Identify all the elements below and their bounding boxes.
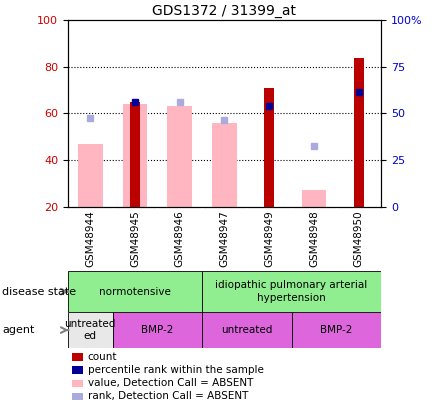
Bar xyxy=(354,58,364,207)
Bar xyxy=(123,104,147,207)
Bar xyxy=(212,123,237,207)
Bar xyxy=(68,271,202,312)
Text: GSM48949: GSM48949 xyxy=(264,211,274,267)
Bar xyxy=(68,312,113,348)
Bar xyxy=(130,102,140,207)
Text: GSM48947: GSM48947 xyxy=(219,211,230,267)
Text: untreated
ed: untreated ed xyxy=(64,319,116,341)
Text: idiopathic pulmonary arterial
hypertension: idiopathic pulmonary arterial hypertensi… xyxy=(215,280,368,303)
Bar xyxy=(292,312,381,348)
Bar xyxy=(202,271,381,312)
Text: agent: agent xyxy=(2,325,35,335)
Bar xyxy=(202,312,292,348)
Bar xyxy=(113,312,202,348)
Text: percentile rank within the sample: percentile rank within the sample xyxy=(88,365,264,375)
Bar xyxy=(264,88,274,207)
Text: GSM48944: GSM48944 xyxy=(85,211,95,267)
Text: GSM48946: GSM48946 xyxy=(175,211,185,267)
Text: BMP-2: BMP-2 xyxy=(320,325,353,335)
Text: value, Detection Call = ABSENT: value, Detection Call = ABSENT xyxy=(88,378,253,388)
Text: rank, Detection Call = ABSENT: rank, Detection Call = ABSENT xyxy=(88,391,248,401)
Bar xyxy=(167,107,192,207)
Text: GSM48950: GSM48950 xyxy=(354,211,364,267)
Text: BMP-2: BMP-2 xyxy=(141,325,173,335)
Text: count: count xyxy=(88,352,117,362)
Bar xyxy=(78,144,102,207)
Text: GSM48948: GSM48948 xyxy=(309,211,319,267)
Text: untreated: untreated xyxy=(221,325,272,335)
Text: disease state: disease state xyxy=(2,287,76,296)
Title: GDS1372 / 31399_at: GDS1372 / 31399_at xyxy=(152,4,297,18)
Bar xyxy=(302,190,326,207)
Text: normotensive: normotensive xyxy=(99,287,171,296)
Text: GSM48945: GSM48945 xyxy=(130,211,140,267)
